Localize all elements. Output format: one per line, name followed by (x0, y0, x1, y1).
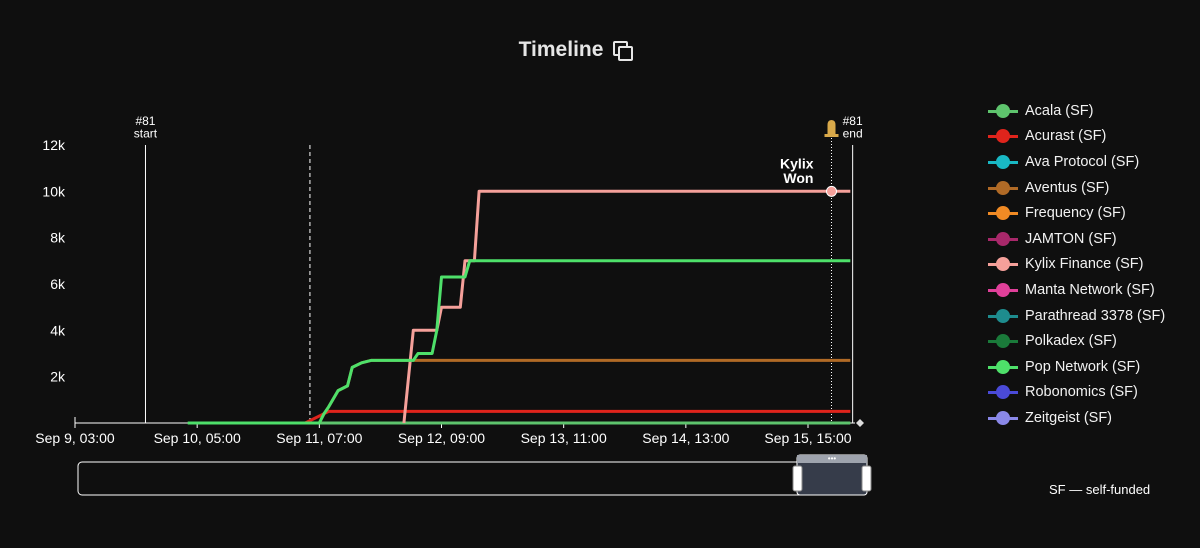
x-axis-end-diamond (856, 419, 864, 427)
range-slider-track[interactable] (77, 461, 868, 496)
series-line[interactable] (304, 409, 851, 425)
legend-label: Kylix Finance (SF) (1025, 256, 1144, 273)
legend-swatch (988, 282, 1018, 297)
series-line[interactable] (402, 189, 851, 424)
legend-swatch (988, 103, 1018, 118)
legend-label: Zeitgeist (SF) (1025, 409, 1113, 426)
legend-label: Ava Protocol (SF) (1025, 153, 1140, 170)
legend-label: JAMTON (SF) (1025, 230, 1117, 247)
legend-item[interactable]: Kylix Finance (SF) (988, 252, 1165, 278)
marker-label: start (134, 127, 158, 141)
legend-item[interactable]: Zeitgeist (SF) (988, 405, 1165, 431)
legend-swatch (988, 385, 1018, 400)
marker-label: #81 (135, 114, 155, 128)
series-line[interactable] (187, 259, 851, 425)
y-tick-label: 4k (50, 322, 66, 338)
timeline-chart: 2k 4k 6k 8k 10k 12k Sep 9, 03:00 Sep 10, 05:00 S… (35, 114, 872, 496)
range-slider-grip-dots: ••• (828, 454, 837, 463)
legend-item[interactable]: Manta Network (SF) (988, 277, 1165, 303)
x-tick-label: Sep 13, 11:00 (521, 430, 607, 446)
chart-title: Timeline (518, 38, 604, 61)
winner-annotation: Kylix (780, 155, 814, 171)
legend-label: Pop Network (SF) (1025, 358, 1141, 375)
legend-item[interactable]: Frequency (SF) (988, 200, 1165, 226)
y-tick-label: 8k (50, 230, 66, 246)
chart-title-bar: Timeline (0, 38, 1150, 62)
legend-item[interactable]: Pop Network (SF) (988, 354, 1165, 380)
legend-swatch (988, 257, 1018, 272)
legend-item[interactable]: Acala (SF) (988, 98, 1165, 124)
legend-label: Manta Network (SF) (1025, 281, 1155, 298)
winner-annotation: Won (783, 170, 813, 186)
marker-label: end (843, 127, 863, 141)
x-tick-label: Sep 10, 05:00 (154, 430, 241, 446)
legend-label: Robonomics (SF) (1025, 384, 1138, 401)
bell-icon (824, 120, 839, 137)
range-slider-handle-left[interactable] (792, 465, 803, 492)
legend-swatch (988, 308, 1018, 323)
x-tick-label: Sep 14, 13:00 (642, 430, 729, 446)
legend-item[interactable]: Aventus (SF) (988, 175, 1165, 201)
legend-item[interactable]: Acurast (SF) (988, 124, 1165, 150)
marker-label: #81 (843, 114, 863, 128)
legend: Acala (SF) Acurast (SF) Ava Protocol (SF) A… (988, 98, 1165, 431)
range-slider-handle-right[interactable] (861, 465, 872, 492)
legend-label: Parathread 3378 (SF) (1025, 307, 1166, 324)
legend-swatch (988, 129, 1018, 144)
x-tick-label: Sep 11, 07:00 (276, 430, 362, 446)
legend-item[interactable]: Polkadex (SF) (988, 328, 1165, 354)
legend-item[interactable]: Robonomics (SF) (988, 380, 1165, 406)
x-tick-label: Sep 12, 09:00 (398, 430, 485, 446)
footnote: SF — self-funded (1049, 482, 1151, 497)
legend-swatch (988, 154, 1018, 169)
legend-swatch (988, 206, 1018, 221)
range-slider-grip[interactable] (797, 455, 867, 463)
legend-label: Frequency (SF) (1025, 205, 1126, 222)
legend-label: Aventus (SF) (1025, 179, 1110, 196)
legend-item[interactable]: JAMTON (SF) (988, 226, 1165, 252)
legend-label: Acurast (SF) (1025, 128, 1107, 145)
legend-swatch (988, 334, 1018, 349)
x-tick-label: Sep 15, 15:00 (764, 430, 851, 446)
legend-swatch (988, 180, 1018, 195)
legend-item[interactable]: Ava Protocol (SF) (988, 149, 1165, 175)
y-tick-label: 2k (50, 369, 66, 385)
y-tick-label: 12k (42, 137, 66, 153)
legend-item[interactable]: Parathread 3378 (SF) (988, 303, 1165, 329)
series-line[interactable] (317, 358, 851, 424)
legend-swatch (988, 231, 1018, 246)
copy-icon[interactable] (613, 41, 634, 61)
y-tick-label: 10k (42, 183, 66, 199)
y-tick-label: 6k (50, 276, 66, 292)
x-tick-label: Sep 9, 03:00 (35, 430, 115, 446)
legend-swatch (988, 359, 1018, 374)
legend-swatch (988, 410, 1018, 425)
winner-point[interactable] (826, 185, 838, 197)
legend-label: Acala (SF) (1025, 102, 1094, 119)
legend-label: Polkadex (SF) (1025, 333, 1117, 350)
